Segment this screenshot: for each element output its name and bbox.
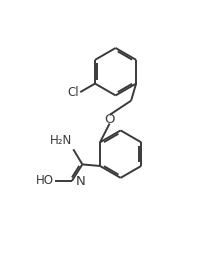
Text: H₂N: H₂N — [50, 134, 72, 147]
Text: Cl: Cl — [67, 86, 79, 99]
Text: O: O — [104, 114, 114, 126]
Text: HO: HO — [36, 174, 54, 187]
Text: N: N — [75, 175, 85, 188]
